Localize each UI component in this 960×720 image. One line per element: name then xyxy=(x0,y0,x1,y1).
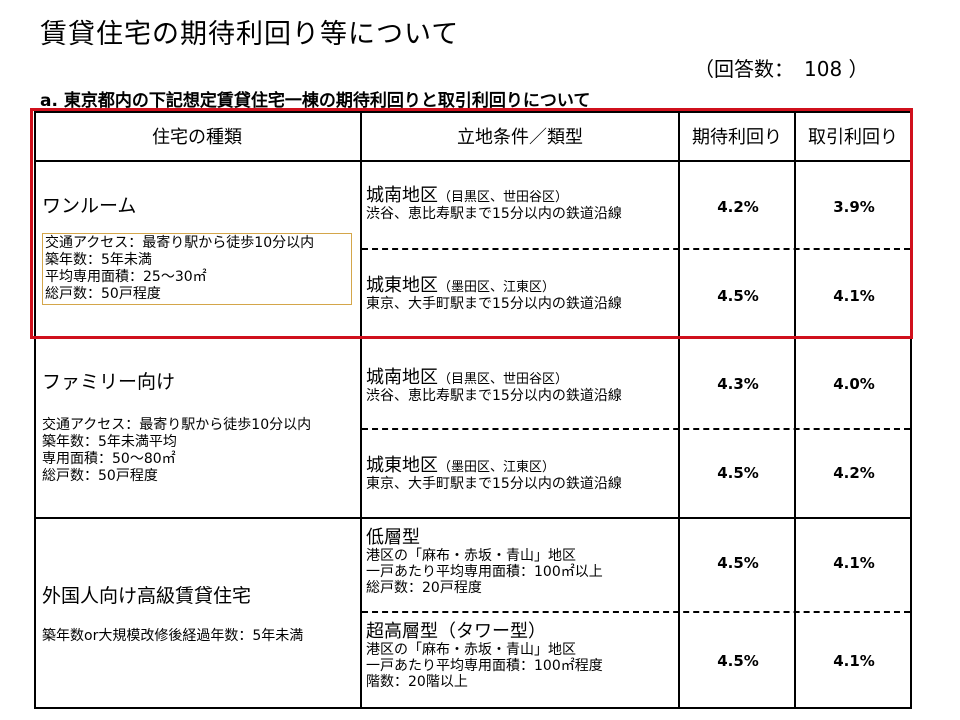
area-wards: （目黒区、世田谷区） xyxy=(438,372,569,387)
expected-yield-value: 4.2% xyxy=(717,198,759,216)
page-title: 賃貸住宅の期待利回り等について xyxy=(40,19,460,50)
location-detail: 一戸あたり平均専用面積：100㎡程度 xyxy=(366,658,603,674)
location-cell: 城南地区（目黒区、世田谷区） 渋谷、恵比寿駅まで15分以内の鉄道沿線 xyxy=(366,185,622,222)
transaction-yield-value: 4.1% xyxy=(833,554,875,572)
table-border-bottom xyxy=(34,707,912,709)
header-transaction-yield: 取引利回り xyxy=(808,126,898,148)
expected-yield-value: 4.5% xyxy=(717,652,759,670)
area-name: 城南地区 xyxy=(366,185,438,206)
location-detail: 港区の「麻布・赤坂・青山」地区 xyxy=(366,548,576,564)
location-detail: 総戸数：20戸程度 xyxy=(366,580,482,596)
oneroom-conditions: 交通アクセス：最寄り駅から徒歩10分以内 築年数：5年未満 平均専用面積：25～… xyxy=(42,233,352,305)
yield-table: 住宅の種類 立地条件／類型 期待利回り 取引利回り ワンルーム 交通アクセス：最… xyxy=(34,111,912,709)
header-divider xyxy=(34,160,912,162)
expected-yield-value: 4.5% xyxy=(717,464,759,482)
transaction-yield-value: 4.0% xyxy=(833,375,875,393)
condition-line: 総戸数：50戸程度 xyxy=(42,468,158,484)
condition-line: 専用面積：50～80㎡ xyxy=(42,451,176,467)
expected-yield-value: 4.5% xyxy=(717,287,759,305)
location-detail: 東京、大手町駅まで15分以内の鉄道沿線 xyxy=(366,476,622,492)
condition-line: 築年数or大規模改修後経過年数：5年未満 xyxy=(42,628,304,644)
housing-type-luxury: 外国人向け高級賃貸住宅 xyxy=(42,585,252,607)
luxury-conditions: 築年数or大規模改修後経過年数：5年未満 xyxy=(42,628,303,645)
area-name: 超高層型（タワー型） xyxy=(366,621,546,642)
row-divider xyxy=(362,611,910,613)
location-cell: 超高層型（タワー型） 港区の「麻布・赤坂・青山」地区 一戸あたり平均専用面積：1… xyxy=(366,621,603,690)
expected-yield-value: 4.3% xyxy=(717,375,759,393)
condition-line: 交通アクセス：最寄り駅から徒歩10分以内 xyxy=(45,235,315,251)
section-subtitle: a. 東京都内の下記想定賃貸住宅一棟の期待利回りと取引利回りについて xyxy=(40,91,591,111)
area-name: 低層型 xyxy=(366,527,420,548)
condition-line: 総戸数：50戸程度 xyxy=(45,286,161,302)
location-detail: 渋谷、恵比寿駅まで15分以内の鉄道沿線 xyxy=(366,388,622,404)
transaction-yield-value: 3.9% xyxy=(833,198,875,216)
family-conditions: 交通アクセス：最寄り駅から徒歩10分以内 築年数：5年未満平均 専用面積：50～… xyxy=(42,417,311,485)
header-expected-yield: 期待利回り xyxy=(692,126,782,148)
location-cell: 城東地区（墨田区、江東区） 東京、大手町駅まで15分以内の鉄道沿線 xyxy=(366,455,622,492)
table-border-left xyxy=(34,111,36,709)
area-wards: （墨田区、江東区） xyxy=(438,280,556,295)
location-detail: 渋谷、恵比寿駅まで15分以内の鉄道沿線 xyxy=(366,206,622,222)
transaction-yield-value: 4.1% xyxy=(833,652,875,670)
transaction-yield-value: 4.2% xyxy=(833,464,875,482)
location-detail: 一戸あたり平均専用面積：100㎡以上 xyxy=(366,564,603,580)
area-name: 城東地区 xyxy=(366,275,438,296)
group-divider xyxy=(34,337,912,339)
response-count: （回答数： 108 ） xyxy=(694,57,869,81)
housing-type-oneroom: ワンルーム xyxy=(42,195,137,217)
area-name: 城南地区 xyxy=(366,367,438,388)
column-divider xyxy=(678,111,680,709)
location-cell: 低層型 港区の「麻布・赤坂・青山」地区 一戸あたり平均専用面積：100㎡以上 総… xyxy=(366,527,603,596)
area-wards: （目黒区、世田谷区） xyxy=(438,190,569,205)
transaction-yield-value: 4.1% xyxy=(833,287,875,305)
location-cell: 城東地区（墨田区、江東区） 東京、大手町駅まで15分以内の鉄道沿線 xyxy=(366,275,622,312)
group-divider xyxy=(34,517,912,519)
condition-line: 交通アクセス：最寄り駅から徒歩10分以内 xyxy=(42,417,312,433)
header-location: 立地条件／類型 xyxy=(457,126,583,148)
location-cell: 城南地区（目黒区、世田谷区） 渋谷、恵比寿駅まで15分以内の鉄道沿線 xyxy=(366,367,622,404)
column-divider xyxy=(794,111,796,709)
location-detail: 階数：20階以上 xyxy=(366,674,468,690)
housing-type-family: ファミリー向け xyxy=(42,371,176,393)
header-housing-type: 住宅の種類 xyxy=(152,126,242,148)
location-detail: 東京、大手町駅まで15分以内の鉄道沿線 xyxy=(366,296,622,312)
expected-yield-value: 4.5% xyxy=(717,554,759,572)
condition-line: 平均専用面積：25～30㎡ xyxy=(45,269,207,285)
table-border-right xyxy=(910,111,912,709)
table-border-top xyxy=(34,111,912,113)
condition-line: 築年数：5年未満平均 xyxy=(42,434,177,450)
location-detail: 港区の「麻布・赤坂・青山」地区 xyxy=(366,642,576,658)
row-divider xyxy=(362,248,910,250)
area-name: 城東地区 xyxy=(366,455,438,476)
condition-line: 築年数：5年未満 xyxy=(45,252,152,268)
area-wards: （墨田区、江東区） xyxy=(438,460,556,475)
row-divider xyxy=(362,428,910,430)
column-divider xyxy=(360,111,362,709)
